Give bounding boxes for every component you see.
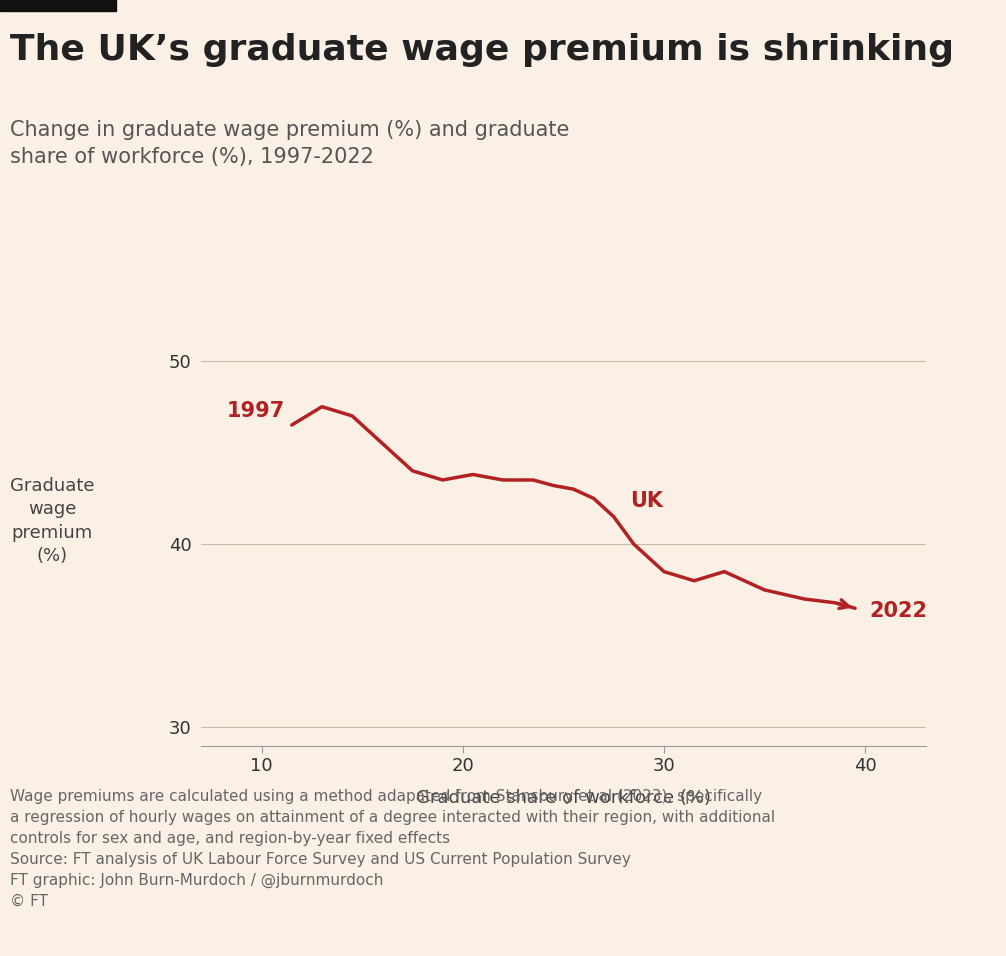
Text: 1997: 1997 [226,401,285,421]
Text: Wage premiums are calculated using a method adapated from Stansbury et al (2023): Wage premiums are calculated using a met… [10,789,776,909]
Text: Change in graduate wage premium (%) and graduate
share of workforce (%), 1997-20: Change in graduate wage premium (%) and … [10,120,569,167]
Text: UK: UK [631,491,663,511]
X-axis label: Graduate share of workforce (%): Graduate share of workforce (%) [415,790,711,808]
Text: The UK’s graduate wage premium is shrinking: The UK’s graduate wage premium is shrink… [10,33,954,68]
Text: 2022: 2022 [869,601,927,621]
Text: Graduate
wage
premium
(%): Graduate wage premium (%) [10,477,95,565]
